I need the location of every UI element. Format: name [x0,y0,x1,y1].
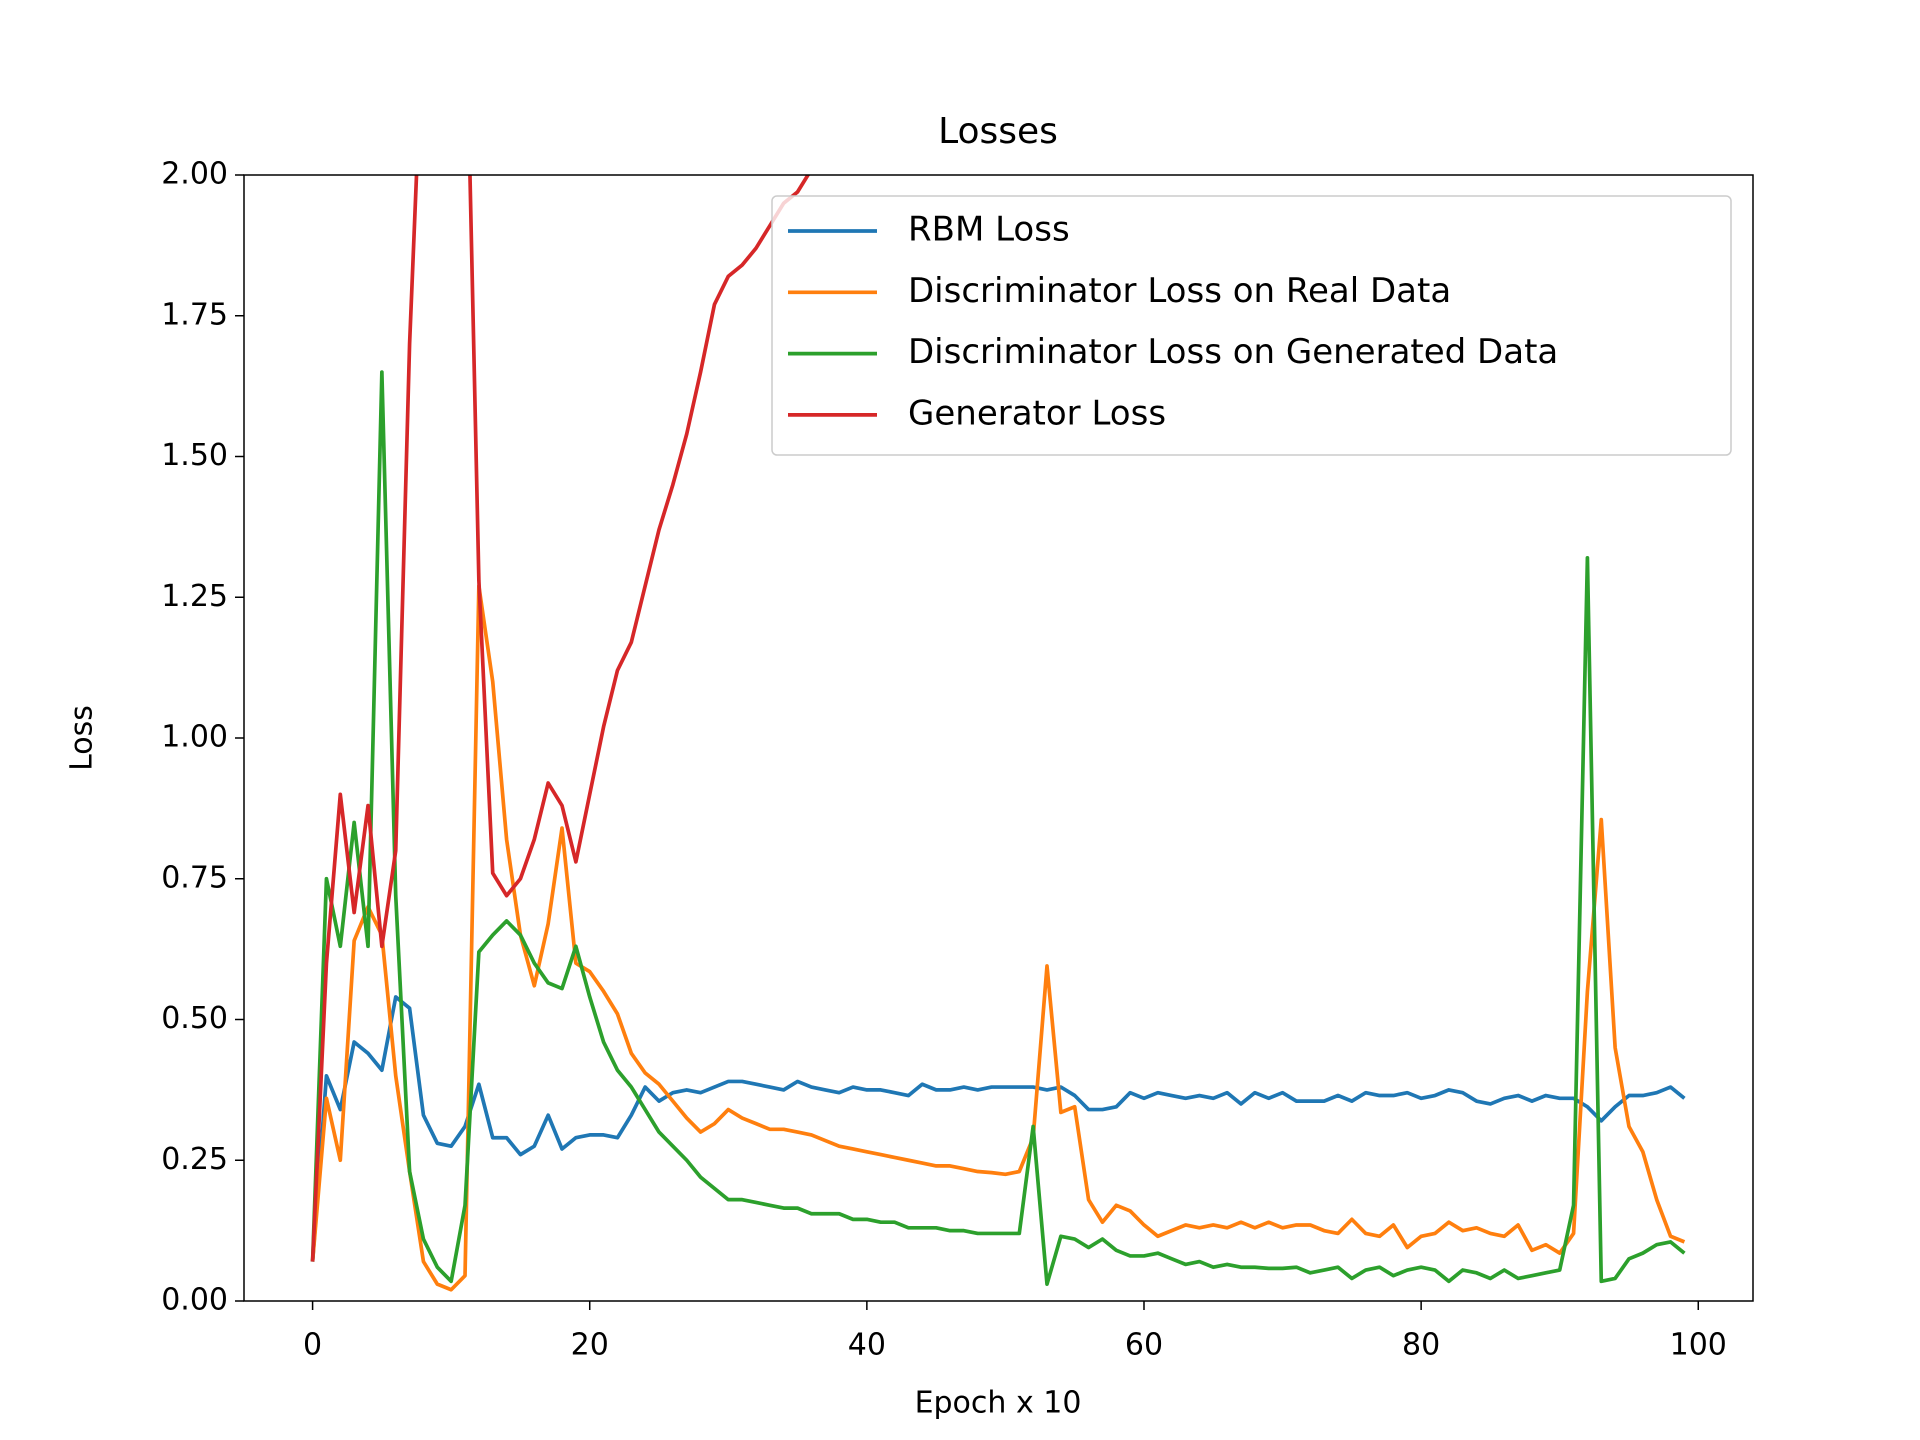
y-tick-label: 0.50 [161,1001,228,1036]
legend-label: Generator Loss [908,393,1166,433]
x-axis-label: Epoch x 10 [915,1386,1082,1421]
y-tick-label: 0.25 [161,1142,228,1177]
series-line [310,584,1686,1292]
x-tick-label: 0 [303,1328,322,1363]
y-tick-label: 2.00 [161,157,228,192]
legend-label: RBM Loss [908,210,1070,250]
x-tick-label: 40 [848,1328,886,1363]
y-tick-label: 1.50 [161,438,228,473]
legend-box [771,195,1732,456]
y-tick-label: 0.00 [161,1283,228,1318]
y-tick-label: 0.75 [161,860,228,895]
y-axis-label: Loss [65,705,100,771]
y-tick-label: 1.25 [161,579,228,614]
x-tick-label: 100 [1670,1328,1727,1363]
series-line [310,995,1686,1262]
x-tick-label: 60 [1125,1328,1163,1363]
chart-title: Losses [938,111,1058,152]
x-tick-label: 20 [571,1328,609,1363]
legend-label: Discriminator Loss on Real Data [908,271,1451,311]
plot-frame [243,174,1754,1302]
x-tick-label: 80 [1402,1328,1440,1363]
y-tick-label: 1.00 [161,720,228,755]
y-tick-label: 1.75 [161,297,228,332]
series-line [310,175,811,1262]
legend-label: Discriminator Loss on Generated Data [908,332,1558,372]
series-line [310,370,1686,1286]
